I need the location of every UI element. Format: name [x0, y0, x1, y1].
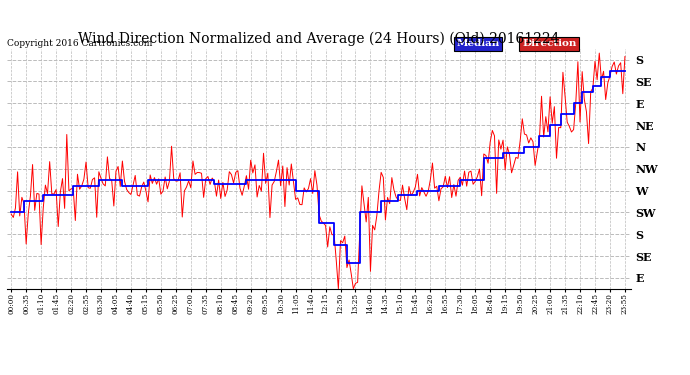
Title: Wind Direction Normalized and Average (24 Hours) (Old) 20161224: Wind Direction Normalized and Average (2… — [79, 32, 560, 46]
Text: Copyright 2016 Cartronics.com: Copyright 2016 Cartronics.com — [7, 39, 152, 48]
Text: Direction: Direction — [522, 39, 576, 48]
Text: Median: Median — [457, 39, 500, 48]
